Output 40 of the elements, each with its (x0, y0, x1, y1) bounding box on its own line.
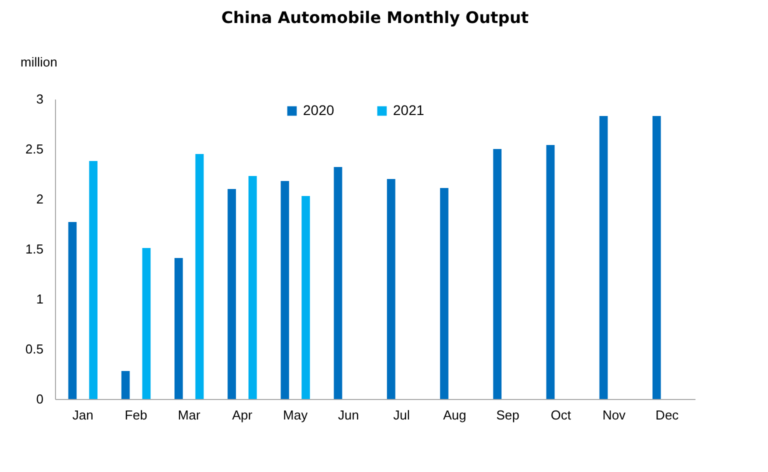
legend-label: 2020 (303, 102, 334, 118)
bar (546, 145, 555, 399)
y-axis-title: million (20, 54, 58, 70)
bar (68, 222, 77, 399)
bar (248, 176, 257, 399)
bar (440, 188, 448, 399)
y-tick-label: 2 (36, 192, 44, 206)
x-tick-label: May (283, 408, 308, 422)
bar (652, 116, 661, 399)
y-tick-label: 0.5 (25, 342, 44, 356)
chart-title: China Automobile Monthly Output (221, 8, 529, 27)
bar (493, 149, 502, 399)
x-tick-label: Apr (232, 408, 254, 422)
x-tick-label: Dec (656, 408, 680, 422)
bar (142, 248, 151, 399)
bar (334, 167, 342, 399)
x-tick-label: Feb (124, 408, 148, 422)
y-tick-label: 2.5 (25, 142, 44, 156)
legend-label: 2021 (393, 102, 424, 118)
x-tick-label: Jun (338, 408, 359, 422)
bar (302, 196, 310, 399)
x-tick-label: Mar (178, 408, 201, 422)
bar (195, 154, 204, 399)
bar (599, 116, 608, 399)
bar (121, 371, 130, 399)
bar (228, 189, 236, 399)
x-tick-label: Jul (393, 408, 410, 422)
x-tick-label: Nov (602, 408, 626, 422)
y-tick-label: 3 (36, 92, 44, 106)
bar (89, 161, 98, 399)
bar (386, 179, 396, 399)
x-tick-label: Aug (443, 408, 466, 422)
y-tick-label: 0 (36, 392, 44, 406)
x-tick-label: Jan (72, 408, 94, 422)
bar (174, 258, 183, 399)
x-tick-label: Oct (550, 408, 572, 422)
x-tick-label: Sep (496, 408, 520, 422)
y-tick-label: 1 (36, 292, 44, 306)
y-tick-label: 1.5 (25, 242, 44, 256)
bar (280, 181, 290, 399)
